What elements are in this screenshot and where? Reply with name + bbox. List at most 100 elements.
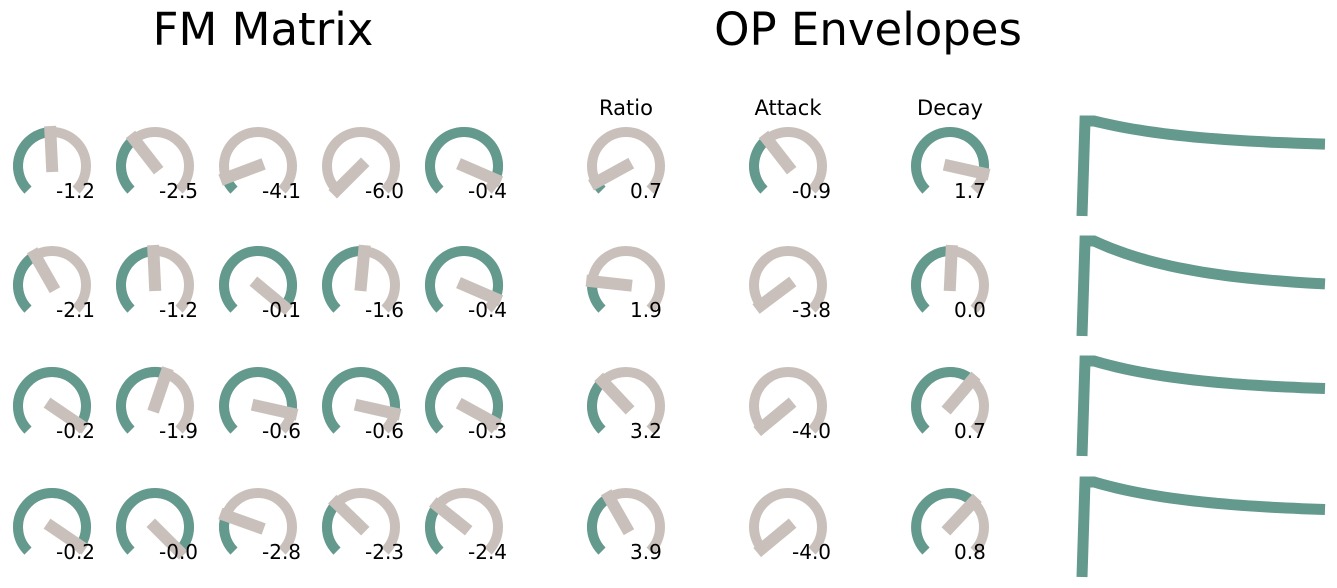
fm-knob-r2-c4[interactable]: -1.6 (322, 244, 404, 322)
knob-value-arc (219, 246, 297, 313)
knob-value-arc (911, 246, 952, 313)
knob-value-label: 0.8 (954, 540, 986, 564)
knob-value-label: -0.9 (792, 179, 831, 203)
knob-value-arc (13, 127, 51, 194)
knob-pointer (43, 518, 89, 555)
op4-decay-knob[interactable]: 0.8 (911, 488, 989, 564)
op2-envelope-curve (1076, 235, 1326, 337)
fm-matrix-grid: -1.2 -2.5 -4.1 -6.0 -0.4 -2.1 -1.2 -0.1 -1.6 -0.4… (13, 125, 507, 564)
knob-value-label: -0.3 (468, 419, 507, 443)
knob-value-label: 0.0 (954, 298, 986, 322)
knob-value-label: 3.9 (630, 540, 662, 564)
op3-decay-knob[interactable]: 0.7 (911, 367, 989, 443)
column-label-decay: Decay (917, 96, 983, 120)
knob-value-arc (911, 488, 977, 555)
knob-pointer (125, 130, 164, 175)
knob-value-label: 0.7 (630, 179, 662, 203)
knob-pointer (26, 247, 61, 294)
column-label-ratio: Ratio (599, 96, 653, 120)
knob-value-label: -2.5 (159, 179, 198, 203)
fm-knob-r2-c5[interactable]: -0.4 (425, 246, 507, 322)
fm-knob-r4-c2[interactable]: -0.0 (116, 488, 198, 564)
fm-knob-r1-c4[interactable]: -6.0 (322, 127, 404, 203)
knob-value-arc (587, 377, 607, 434)
fm-knob-r4-c5[interactable]: -2.4 (425, 488, 507, 564)
knob-value-label: 1.7 (954, 179, 986, 203)
knob-pointer (758, 130, 797, 175)
op1-decay-knob[interactable]: 1.7 (911, 127, 991, 203)
knob-pointer (354, 244, 371, 292)
knob-value-label: -2.3 (365, 540, 404, 564)
op-knob-grid: 0.7 -0.9 1.7 1.9 -3.8 0.0 3.2 -4.0 0.7 3.9 -4.0 0.8 (585, 127, 991, 564)
knob-value-arc (425, 127, 503, 194)
op3-ratio-knob[interactable]: 3.2 (587, 367, 665, 443)
knob-value-label: -0.4 (468, 298, 507, 322)
knob-value-label: -2.4 (468, 540, 507, 564)
knob-pointer (588, 157, 635, 191)
knob-track-arc (749, 246, 827, 313)
knob-value-label: -4.0 (792, 419, 831, 443)
fm-knob-r3-c4[interactable]: -0.6 (322, 367, 404, 443)
op2-attack-knob[interactable]: -3.8 (749, 246, 831, 322)
fm-knob-r3-c1[interactable]: -0.2 (13, 367, 95, 443)
envelope-graphs (1076, 115, 1326, 578)
fm-knob-r4-c4[interactable]: -2.3 (322, 488, 404, 564)
knob-pointer (147, 244, 162, 292)
knob-pointer (456, 277, 504, 307)
fm-knob-r3-c2[interactable]: -1.9 (116, 366, 198, 443)
fm-knob-r2-c2[interactable]: -1.2 (116, 244, 198, 322)
knob-pointer (943, 244, 958, 292)
knob-value-arc (911, 367, 976, 434)
knob-pointer (941, 371, 981, 415)
fm-knob-r2-c3[interactable]: -0.1 (219, 246, 301, 322)
knob-pointer (941, 493, 982, 536)
knob-value-label: -2.1 (56, 298, 95, 322)
fm-knob-r1-c1[interactable]: -1.2 (13, 125, 95, 203)
knob-value-arc (13, 488, 91, 555)
knob-pointer (43, 397, 89, 434)
op3-attack-knob[interactable]: -4.0 (749, 367, 831, 443)
knob-pointer (249, 276, 293, 316)
column-label-attack: Attack (754, 96, 822, 120)
fm-knob-r3-c3[interactable]: -0.6 (219, 367, 301, 443)
knob-track-arc (749, 488, 827, 555)
fm-knob-r4-c1[interactable]: -0.2 (13, 488, 95, 564)
knob-value-arc (425, 246, 503, 313)
knob-pointer (753, 397, 797, 437)
op-envelopes-title: OP Envelopes (714, 3, 1022, 56)
fm-knob-r3-c5[interactable]: -0.3 (425, 367, 507, 443)
fm-knob-r1-c5[interactable]: -0.4 (425, 127, 507, 203)
knob-track-arc (749, 367, 827, 434)
knob-value-label: -6.0 (365, 179, 404, 203)
op1-ratio-knob[interactable]: 0.7 (587, 127, 665, 203)
knob-value-arc (116, 367, 168, 434)
knob-pointer (753, 518, 797, 558)
knob-pointer (328, 157, 370, 199)
knob-value-label: -4.1 (262, 179, 301, 203)
op4-attack-knob[interactable]: -4.0 (749, 488, 831, 564)
op4-ratio-knob[interactable]: 3.9 (587, 488, 665, 564)
knob-value-label: -1.2 (56, 179, 95, 203)
knob-value-label: -2.8 (262, 540, 301, 564)
knob-pointer (44, 125, 59, 173)
knob-value-label: -0.2 (56, 419, 95, 443)
op1-attack-knob[interactable]: -0.9 (749, 127, 831, 203)
knob-value-label: -1.6 (365, 298, 404, 322)
knob-pointer (600, 489, 635, 536)
knob-pointer (585, 274, 633, 292)
op2-decay-knob[interactable]: 0.0 (911, 244, 989, 322)
knob-value-label: 0.7 (954, 419, 986, 443)
knob-value-label: -0.4 (468, 179, 507, 203)
fm-knob-r1-c3[interactable]: -4.1 (218, 127, 301, 203)
knob-value-label: -0.6 (365, 419, 404, 443)
fm-knob-r1-c2[interactable]: -2.5 (116, 127, 198, 203)
knob-pointer (147, 366, 174, 414)
op2-ratio-knob[interactable]: 1.9 (585, 246, 665, 322)
knob-value-label: -1.9 (159, 419, 198, 443)
knob-pointer (456, 158, 504, 188)
fm-knob-r4-c3[interactable]: -2.8 (218, 488, 301, 564)
knob-value-arc (749, 135, 771, 194)
fm-knob-r2-c1[interactable]: -2.1 (13, 246, 95, 322)
fm-matrix-title: FM Matrix (153, 3, 374, 56)
